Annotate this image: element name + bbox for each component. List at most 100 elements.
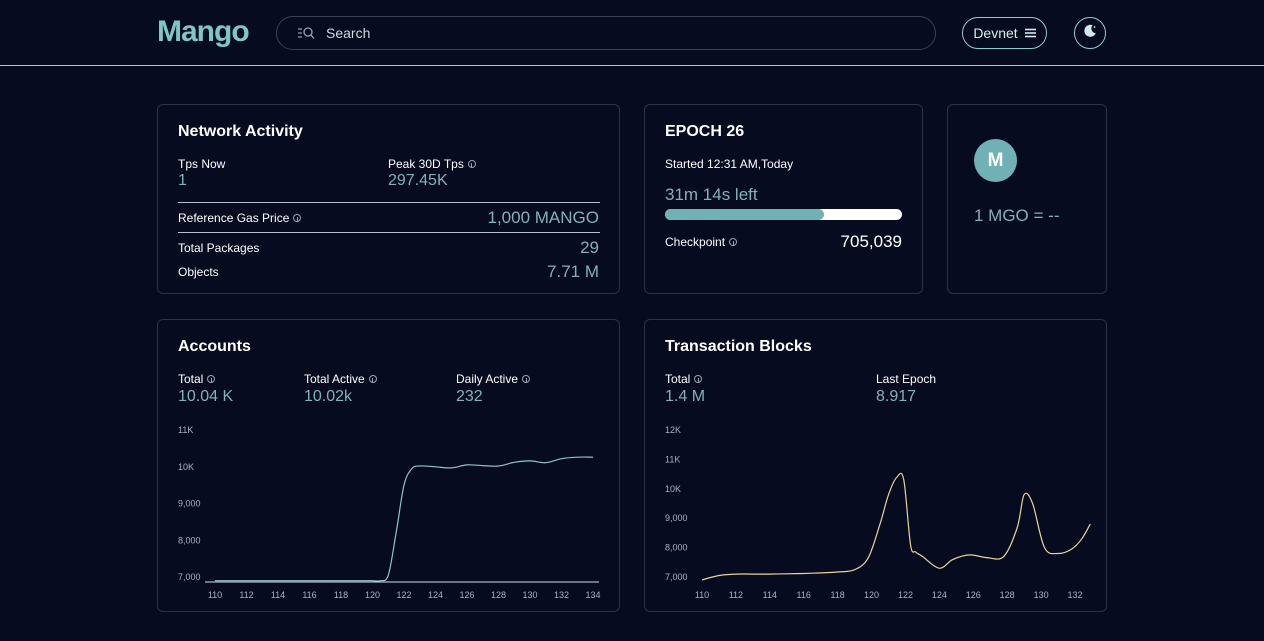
token-price: 1 MGO = --: [974, 206, 1060, 225]
x-tick-label: 130: [1034, 590, 1049, 600]
mango-token-icon: M: [974, 139, 1017, 182]
tps-now-value: 1: [178, 172, 187, 189]
x-tick-label: 116: [797, 590, 811, 600]
x-tick-label: 132: [1067, 590, 1082, 600]
info-icon[interactable]: [522, 375, 531, 383]
tx-total-value: 1.4 M: [665, 388, 706, 405]
y-tick-label: 8,000: [665, 543, 688, 553]
tx-total-label-text: Total: [665, 372, 691, 386]
search-input[interactable]: [326, 25, 886, 41]
x-tick-label: 126: [459, 590, 474, 600]
tx-last-epoch-label: Last Epoch: [876, 372, 936, 386]
accounts-daily-active-label-text: Daily Active: [456, 372, 519, 386]
network-activity-card: Network Activity Tps Now 1 Peak 30D Tps …: [157, 104, 620, 294]
mango-logo[interactable]: Mango: [157, 14, 250, 50]
peak-tps-label-text: Peak 30D Tps: [388, 157, 464, 171]
epoch-progress-bar: [665, 209, 902, 220]
x-tick-label: 128: [1000, 590, 1015, 600]
x-tick-label: 114: [763, 590, 777, 600]
info-icon[interactable]: [293, 214, 302, 222]
x-tick-label: 126: [966, 590, 981, 600]
peak-tps-label: Peak 30D Tps: [388, 157, 476, 171]
x-tick-label: 110: [695, 590, 709, 600]
epoch-card: EPOCH 26 Started 12:31 AM,Today 31m 14s …: [644, 104, 923, 294]
network-selector-button[interactable]: Devnet: [962, 17, 1047, 49]
y-tick-label: 8,000: [178, 535, 201, 545]
x-tick-label: 124: [428, 590, 443, 600]
price-card: M 1 MGO = --: [947, 104, 1107, 294]
theme-toggle-button[interactable]: [1074, 17, 1106, 49]
top-header: Mango Devnet: [0, 0, 1264, 66]
x-tick-label: 110: [208, 590, 222, 600]
tps-now-label: Tps Now: [178, 157, 225, 171]
checkpoint-value: 705,039: [840, 232, 902, 251]
x-tick-label: 120: [864, 590, 879, 600]
accounts-total-active-value: 10.02k: [304, 388, 353, 405]
x-tick-label: 116: [302, 590, 316, 600]
divider: [178, 202, 600, 203]
y-tick-label: 9,000: [665, 513, 688, 523]
epoch-started: Started 12:31 AM,Today: [665, 157, 793, 171]
gas-price-label: Reference Gas Price: [178, 211, 302, 225]
x-tick-label: 114: [271, 590, 285, 600]
y-tick-label: 7,000: [665, 572, 688, 582]
x-tick-label: 122: [898, 590, 913, 600]
series-line: [701, 472, 1091, 581]
x-tick-label: 128: [491, 590, 506, 600]
epoch-time-left: 31m 14s left: [665, 185, 758, 204]
tps-now-label-text: Tps Now: [178, 157, 226, 171]
x-tick-label: 112: [239, 590, 253, 600]
x-tick-label: 134: [585, 590, 600, 600]
transaction-blocks-title: Transaction Blocks: [665, 338, 812, 355]
y-tick-label: 11K: [665, 454, 680, 464]
accounts-chart: 7,000 8,000 9,000 10K 11K 110 112 114 116 118 120 1…: [178, 425, 601, 600]
search-bar[interactable]: [276, 16, 936, 50]
accounts-total-active-label: Total Active: [304, 372, 377, 386]
y-tick-label: 10K: [178, 462, 194, 472]
info-icon[interactable]: [467, 160, 476, 168]
network-activity-title: Network Activity: [178, 123, 303, 140]
epoch-started-text: Started 12:31 AM,Today: [665, 157, 794, 171]
x-tick-label: 132: [554, 590, 569, 600]
accounts-total-active-label-text: Total Active: [304, 372, 365, 386]
token-badge-letter: M: [987, 149, 1004, 171]
search-icon: [297, 26, 315, 40]
x-tick-label: 122: [396, 590, 411, 600]
checkpoint-label: Checkpoint: [665, 235, 738, 249]
x-tick-label: 118: [334, 590, 348, 600]
epoch-title: EPOCH 26: [665, 123, 745, 140]
accounts-total-label: Total: [178, 372, 216, 386]
total-packages-value: 29: [580, 238, 599, 257]
accounts-total-label-text: Total: [178, 372, 204, 386]
accounts-daily-active-value: 232: [456, 388, 483, 405]
series-line: [214, 456, 594, 582]
logo-text: Mango: [157, 15, 250, 48]
transaction-blocks-chart: 7,000 8,000 9,000 10K 11K 12K 110 112 114 116 118 1…: [665, 425, 1091, 600]
y-tick-label: 10K: [665, 484, 681, 494]
accounts-title: Accounts: [178, 338, 251, 355]
menu-icon: [1024, 25, 1036, 41]
x-tick-label: 130: [522, 590, 537, 600]
total-packages-label: Total Packages: [178, 241, 259, 255]
y-tick-label: 9,000: [178, 499, 201, 509]
gas-price-label-text: Reference Gas Price: [178, 211, 290, 225]
tx-last-epoch-label-text: Last Epoch: [876, 372, 937, 386]
objects-label-text: Objects: [178, 265, 219, 279]
x-tick-label: 118: [830, 590, 844, 600]
objects-label: Objects: [178, 265, 219, 279]
y-tick-label: 7,000: [178, 572, 201, 582]
info-icon[interactable]: [368, 375, 377, 383]
info-icon[interactable]: [207, 375, 216, 383]
epoch-progress-fill: [665, 209, 824, 220]
info-icon[interactable]: [729, 238, 738, 246]
tx-last-epoch-value: 8.917: [876, 388, 917, 405]
x-tick-label: 112: [729, 590, 743, 600]
info-icon[interactable]: [694, 375, 703, 383]
y-tick-label: 12K: [665, 425, 681, 435]
transaction-blocks-card: Transaction Blocks Total 1.4 M Last Epoc…: [644, 319, 1107, 612]
gas-price-value: 1,000 MANGO: [487, 208, 600, 227]
accounts-total-value: 10.04 K: [178, 388, 234, 405]
y-tick-label: 11K: [178, 425, 193, 435]
peak-tps-value: 297.45K: [388, 172, 448, 189]
network-label: Devnet: [973, 25, 1018, 41]
